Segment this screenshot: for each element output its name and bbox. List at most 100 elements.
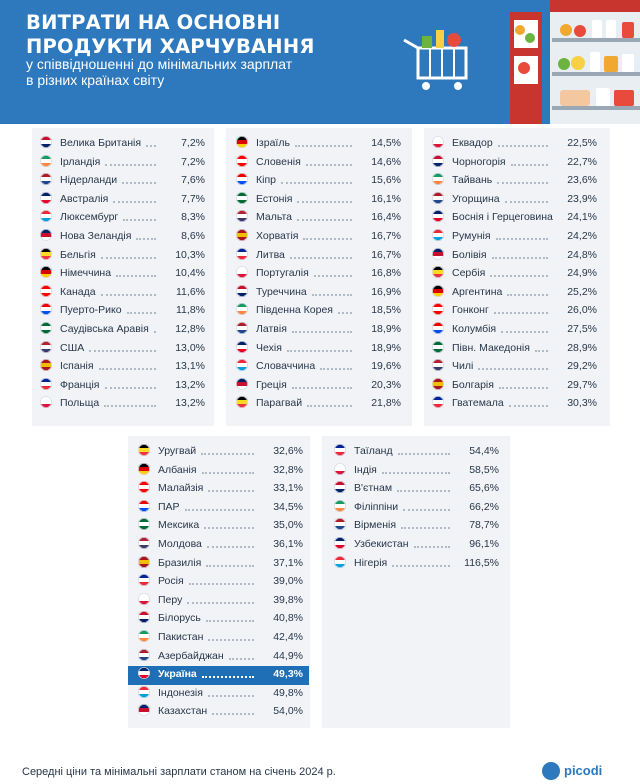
country-flag-icon: [40, 303, 52, 316]
country-flag-icon: [236, 284, 248, 297]
table-row: Словаччина 19,6%: [236, 357, 401, 376]
table-row: Португалія 16,8%: [236, 264, 401, 283]
footer-note: Середні ціни та мінімальні зарплати стан…: [22, 766, 336, 778]
country-flag-icon: [138, 667, 150, 680]
country-value: 24,1%: [567, 211, 597, 224]
table-row: Боснія і Герцеговина 24,1%: [432, 208, 597, 227]
country-flag-icon: [334, 481, 346, 494]
country-name: Мальта: [256, 211, 293, 224]
dot-leader: [491, 256, 548, 259]
dot-leader: [204, 526, 254, 530]
country-value: 16,9%: [371, 285, 401, 298]
table-row: Бразилія 37,1%: [138, 554, 303, 573]
country-name: Чорногорія: [452, 155, 506, 168]
dot-leader: [116, 274, 156, 278]
country-value: 7,7%: [181, 192, 205, 205]
header-banner: ВИТРАТИ НА ОСНОВНІ ПРОДУКТИ ХАРЧУВАННЯ у…: [0, 0, 640, 124]
country-name: Індія: [354, 463, 377, 476]
table-row: Молдова 36,1%: [138, 535, 303, 554]
country-value: 16,8%: [371, 267, 401, 280]
country-name: Гватемала: [452, 397, 504, 410]
dot-leader: [201, 471, 254, 474]
country-value: 13,1%: [175, 360, 205, 373]
dot-leader: [501, 330, 548, 333]
table-row: Філіппіни 66,2%: [334, 498, 499, 517]
dot-leader: [497, 181, 548, 185]
country-name: Болгарія: [452, 378, 494, 391]
table-row: Росія 39,0%: [138, 572, 303, 591]
country-flag-icon: [432, 322, 444, 334]
country-value: 37,1%: [273, 556, 303, 569]
dot-leader: [311, 293, 352, 296]
country-flag-icon: [236, 191, 248, 204]
country-flag-icon: [334, 444, 346, 456]
country-name: Україна: [158, 668, 197, 681]
country-value: 32,8%: [273, 463, 303, 476]
dot-leader: [228, 657, 254, 660]
country-name: Німеччина: [60, 267, 112, 280]
country-flag-icon: [236, 359, 248, 372]
country-flag-icon: [138, 630, 150, 642]
table-row: Саудівська Аравія 12,8%: [40, 320, 205, 339]
country-value: 16,7%: [371, 248, 401, 261]
dot-leader: [297, 218, 352, 222]
country-flag-icon: [40, 322, 52, 334]
country-flag-icon: [40, 154, 52, 167]
country-value: 16,1%: [371, 192, 401, 205]
dot-leader: [136, 237, 156, 240]
country-name: Канада: [60, 285, 96, 298]
country-flag-icon: [432, 154, 444, 167]
table-row: Узбекистан 96,1%: [334, 535, 499, 554]
dot-leader: [397, 452, 450, 455]
table-row: Хорватія 16,7%: [236, 227, 401, 246]
country-value: 39,0%: [273, 575, 303, 588]
dot-leader: [508, 404, 548, 408]
dot-leader: [104, 386, 156, 389]
country-flag-icon: [138, 685, 150, 698]
dot-leader: [201, 675, 254, 679]
country-value: 16,4%: [371, 211, 401, 224]
country-flag-icon: [40, 210, 52, 223]
table-row: Нігерія 116,5%: [334, 554, 499, 573]
dot-leader: [291, 330, 352, 333]
country-name: Парагвай: [256, 397, 303, 410]
country-value: 116,5%: [464, 556, 499, 569]
country-name: Боснія і Герцеговина: [452, 211, 553, 224]
dot-leader: [507, 293, 548, 296]
country-name: Уругвай: [158, 445, 197, 457]
table-row: Гонконг 26,0%: [432, 301, 597, 320]
country-value: 23,9%: [567, 192, 597, 205]
country-name: США: [60, 341, 85, 354]
table-row: Уругвай 32,6%: [138, 442, 303, 461]
country-name: Еквадор: [452, 137, 493, 149]
country-name: Румунія: [452, 230, 491, 242]
country-name: Росія: [158, 575, 184, 588]
country-flag-icon: [432, 173, 444, 186]
country-value: 58,5%: [469, 463, 499, 476]
country-flag-icon: [236, 396, 248, 409]
country-flag-icon: [432, 247, 444, 260]
table-row: Україна 49,3%: [138, 665, 303, 684]
dot-leader: [208, 489, 254, 493]
table-row: ПАР 34,5%: [138, 498, 303, 517]
country-flag-icon: [236, 266, 248, 279]
dot-leader: [320, 367, 352, 371]
country-flag-icon: [334, 462, 346, 475]
table-row: Туреччина 16,9%: [236, 283, 401, 302]
subtitle-line-2: в різних країнах світу: [26, 72, 165, 88]
dot-leader: [497, 144, 548, 147]
table-row: Франція 13,2%: [40, 376, 205, 395]
dot-leader: [100, 293, 156, 296]
country-flag-icon: [236, 136, 248, 148]
country-value: 7,2%: [181, 137, 205, 149]
country-value: 35,0%: [273, 519, 303, 532]
table-row: В'єтнам 65,6%: [334, 479, 499, 498]
country-name: Індонезія: [158, 686, 203, 699]
country-name: Вірменія: [354, 519, 397, 532]
country-flag-icon: [40, 377, 52, 390]
dot-leader: [187, 601, 254, 604]
table-row: Тайвань 23,6%: [432, 171, 597, 190]
country-name: Франція: [60, 378, 100, 391]
dot-leader: [294, 144, 352, 147]
country-flag-icon: [334, 555, 346, 568]
